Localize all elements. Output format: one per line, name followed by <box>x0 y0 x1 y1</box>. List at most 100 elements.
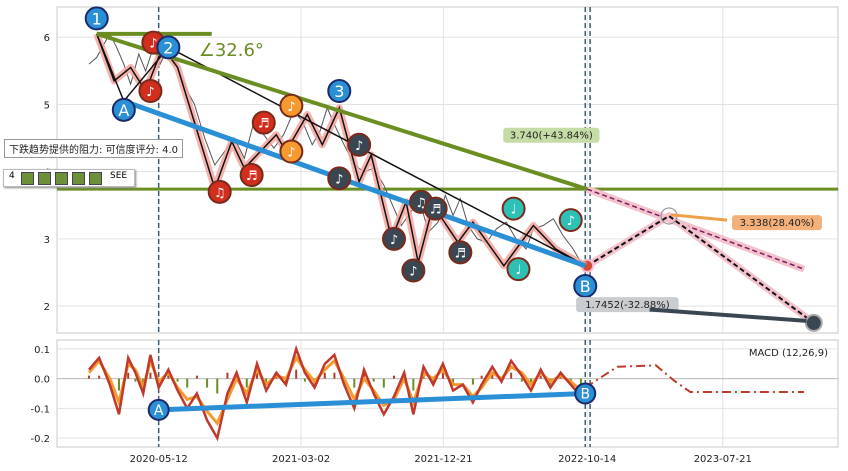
note-marker <box>239 163 264 188</box>
macd-histogram-bar <box>226 372 229 379</box>
x-tick-label: 2020-05-12 <box>130 454 188 465</box>
macd-line <box>88 344 587 442</box>
rating-icon <box>21 172 34 185</box>
wave-label-marker <box>111 97 136 122</box>
axes: 234560.10.0-0.1-0.22020-05-122021-03-022… <box>30 33 751 465</box>
note-marker <box>347 132 372 157</box>
note-marker <box>558 208 583 233</box>
projection-upper-line <box>586 188 805 270</box>
wave-label-text: 1 <box>92 9 102 28</box>
note-marker <box>448 240 473 265</box>
macd-plot: AB <box>57 340 838 447</box>
macd-histogram-bar <box>206 378 209 388</box>
price-y-tick-label: 3 <box>44 235 50 246</box>
note-marker-glyph: ♬ <box>246 169 258 184</box>
macd-y-tick-label: -0.1 <box>30 404 50 415</box>
macd-histogram-bar <box>392 375 395 379</box>
macd-histogram-bar <box>441 372 444 379</box>
note-marker-glyph: ♪ <box>567 214 575 229</box>
macd-histogram-bar <box>142 378 145 385</box>
note-marker <box>423 196 448 221</box>
resistance-note: 下跌趋势提供的阻力: 可信度评分: 4.0 <box>4 139 183 158</box>
macd-histogram-bar <box>176 378 179 382</box>
macd-histogram-bar <box>530 378 533 385</box>
rating-more[interactable]: SEE <box>110 171 128 181</box>
resistance-trend-line <box>96 31 588 192</box>
support-trend-line <box>122 98 587 269</box>
note-marker-glyph: ♬ <box>430 203 442 218</box>
macd-histogram-bar <box>186 378 189 388</box>
annotation-text: 1.7452(-32.88%) <box>585 300 670 311</box>
projection-lower-band <box>585 211 816 326</box>
note-marker-glyph: ♪ <box>409 264 417 279</box>
macd-wave-label-text: A <box>154 403 164 419</box>
macd-histogram-bar <box>149 372 152 379</box>
macd-histogram-bar <box>491 372 494 379</box>
macd-histogram-bar <box>295 369 298 379</box>
macd-histogram-bar <box>255 372 258 379</box>
rating-icon <box>72 172 85 185</box>
macd-histogram-bar <box>87 375 90 379</box>
wave-label-marker <box>84 6 109 31</box>
note-marker <box>207 179 232 204</box>
wave-label-marker <box>573 273 598 298</box>
macd-histogram-bar <box>117 378 120 391</box>
note-marker <box>327 166 352 191</box>
macd-histogram-bar <box>510 372 513 379</box>
macd-histogram-bar <box>471 378 474 385</box>
macd-histogram-bar <box>480 375 483 379</box>
wave-line <box>96 33 586 267</box>
note-marker-glyph: ♪ <box>287 100 295 115</box>
macd-histogram-bar <box>167 375 170 379</box>
annotation-box <box>503 127 600 143</box>
note-marker-glyph: ♫ <box>214 186 226 201</box>
macd-histogram-bar <box>134 378 137 382</box>
wave-label-marker <box>156 35 181 60</box>
wave-label-text: 3 <box>334 82 344 101</box>
note-marker <box>401 258 426 283</box>
macd-histogram-bar <box>412 378 415 391</box>
macd-y-tick-label: -0.2 <box>30 434 50 445</box>
rating-icon <box>89 172 102 185</box>
macd-y-tick-label: 0.0 <box>34 375 50 386</box>
macd-histogram-bar <box>303 378 306 382</box>
note-marker <box>381 226 406 251</box>
wave-label-text: A <box>118 101 129 120</box>
annotation-arrow <box>670 213 728 222</box>
annotation-box <box>732 215 822 231</box>
x-tick-label: 2021-03-02 <box>272 454 330 465</box>
price-plot: ∠32.6°♪♪♫♬♬♪♪♪♪♪♪♫ ♬♬♩♩♪123AB3.740(+43.84… <box>57 6 838 333</box>
macd-histogram-bar <box>539 375 542 379</box>
note-marker <box>506 257 531 282</box>
note-marker-glyph: ♬ <box>258 117 270 132</box>
note-marker <box>279 139 304 164</box>
note-marker-glyph: ♪ <box>287 146 295 161</box>
macd-panel-frame <box>56 339 839 448</box>
macd-legend: MACD (12,26,9) <box>749 348 828 359</box>
wave-label-marker <box>327 79 352 104</box>
note-marker-glyph: ♪ <box>335 172 343 187</box>
note-marker-glyph: ♪ <box>146 85 154 100</box>
price-y-tick-label: 6 <box>44 33 50 44</box>
note-marker-glyph: ♫ <box>415 196 427 211</box>
rating-strip[interactable]: 4 SEE <box>3 169 135 187</box>
annotation-arrow <box>649 307 807 323</box>
x-tick-label: 2021-12-21 <box>414 454 472 465</box>
macd-y-tick-label: 0.1 <box>34 345 50 356</box>
angle-label: ∠32.6° <box>199 40 264 61</box>
note-marker <box>251 110 276 135</box>
macd-wave-label-text: B <box>580 387 590 403</box>
projection-target-marker <box>804 313 823 332</box>
x-tick-label: 2023-07-21 <box>694 454 752 465</box>
rating-icon <box>38 172 51 185</box>
macd-histogram-bar <box>98 375 101 379</box>
note-marker-glyph: ♪ <box>355 139 363 154</box>
macd-wave-label-marker <box>574 382 597 405</box>
note-marker-glyph: ♩ <box>515 263 521 278</box>
rating-value: 4 <box>9 171 15 181</box>
macd-histogram-bar <box>245 378 248 388</box>
macd-histogram-bar <box>452 378 455 385</box>
wave-label-text: 2 <box>163 38 173 57</box>
note-marker <box>501 196 526 221</box>
